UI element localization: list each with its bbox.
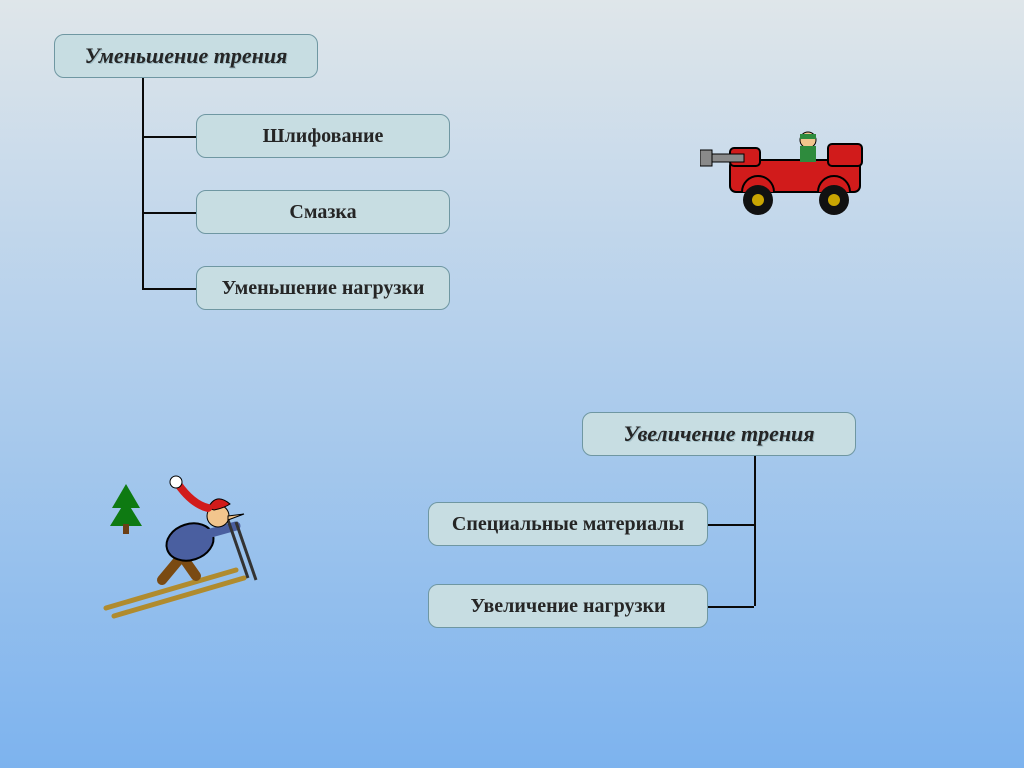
- tree2-item: Специальные материалы: [428, 502, 708, 546]
- tree1-branch: [142, 288, 196, 290]
- tree2-item: Увеличение нагрузки: [428, 584, 708, 628]
- tree2-trunk: [754, 456, 756, 606]
- tree2-root: Увеличение трения: [582, 412, 856, 456]
- tree1-trunk: [142, 78, 144, 288]
- tree2-item-label: Увеличение нагрузки: [470, 595, 665, 618]
- tree2-item-label: Специальные материалы: [452, 513, 684, 536]
- tree1-branch: [142, 136, 196, 138]
- tree1-item-label: Шлифование: [263, 125, 384, 148]
- tree1-branch: [142, 212, 196, 214]
- tree1-item: Смазка: [196, 190, 450, 234]
- skier-icon: [96, 460, 266, 620]
- tree1-item: Уменьшение нагрузки: [196, 266, 450, 310]
- tree2-branch: [708, 524, 754, 526]
- tree2-root-label: Увеличение трения: [623, 421, 814, 446]
- tree1-root: Уменьшение трения: [54, 34, 318, 78]
- tree1-root-label: Уменьшение трения: [85, 43, 288, 68]
- tree2-branch: [708, 606, 754, 608]
- tree1-item: Шлифование: [196, 114, 450, 158]
- car-icon: [700, 110, 890, 230]
- slide-canvas: Уменьшение трения Шлифование Смазка Уменьш…: [0, 0, 1024, 768]
- tree1-item-label: Смазка: [289, 201, 356, 224]
- tree1-item-label: Уменьшение нагрузки: [222, 277, 425, 300]
